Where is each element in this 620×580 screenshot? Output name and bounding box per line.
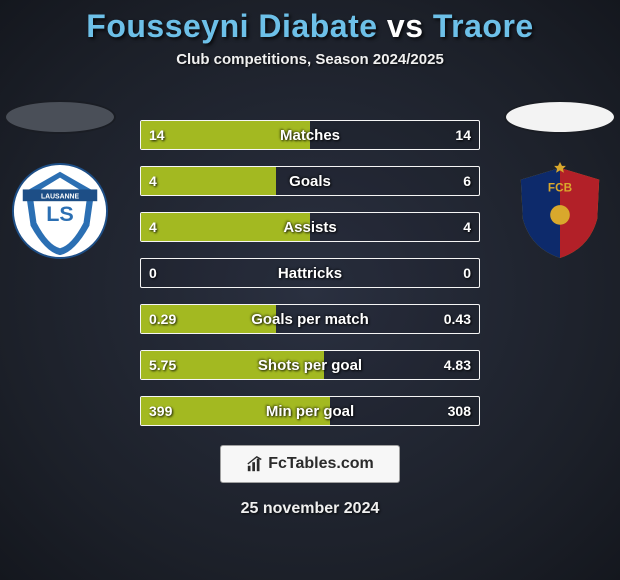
stat-row: Min per goal399308 [140, 396, 480, 426]
stat-value-right: 14 [447, 121, 479, 149]
comparison-title: Fousseyni Diabate vs Traore [0, 0, 620, 45]
stat-row: Matches1414 [140, 120, 480, 150]
stat-value-right: 4 [455, 213, 479, 241]
branding-badge: FcTables.com [220, 445, 400, 483]
stat-label: Hattricks [141, 259, 479, 287]
branding-text: FcTables.com [268, 455, 374, 473]
svg-text:LAUSANNE: LAUSANNE [41, 193, 80, 200]
stat-value-right: 0.43 [436, 305, 479, 333]
left-club-column: LS LAUSANNE [0, 100, 120, 260]
svg-text:LS: LS [46, 201, 74, 226]
stat-value-left: 0 [141, 259, 165, 287]
left-nation-ellipse [4, 100, 116, 134]
stat-row: Goals46 [140, 166, 480, 196]
svg-text:FCB: FCB [548, 181, 572, 194]
stat-bar-left-fill [141, 351, 324, 379]
right-club-badge: FCB [511, 162, 609, 260]
stat-bar-left-fill [141, 213, 310, 241]
stat-bar-left-fill [141, 305, 276, 333]
stat-bars: Matches1414 Goals46 Assists44 Hattricks0 0 Go… [140, 120, 480, 426]
subtitle: Club competitions, Season 2024/2025 [0, 51, 620, 68]
date-label: 25 november 2024 [0, 500, 620, 518]
stat-value-right: 308 [440, 397, 479, 425]
stat-row: Hattricks0 0 [140, 258, 480, 288]
stat-row: Shots per goal5.754.83 [140, 350, 480, 380]
left-club-badge: LS LAUSANNE [11, 162, 109, 260]
stat-value-right: 6 [455, 167, 479, 195]
right-club-column: FCB [500, 100, 620, 260]
player1-name: Fousseyni Diabate [86, 8, 377, 44]
player2-name: Traore [433, 8, 534, 44]
stat-bar-left-fill [141, 167, 276, 195]
stat-row: Goals per match0.290.43 [140, 304, 480, 334]
chart-icon [246, 455, 264, 473]
stat-value-right: 0 [455, 259, 479, 287]
vs-label: vs [387, 8, 424, 44]
right-nation-ellipse [504, 100, 616, 134]
stat-bar-left-fill [141, 397, 330, 425]
stat-value-right: 4.83 [436, 351, 479, 379]
stat-row: Assists44 [140, 212, 480, 242]
stat-bar-left-fill [141, 121, 310, 149]
